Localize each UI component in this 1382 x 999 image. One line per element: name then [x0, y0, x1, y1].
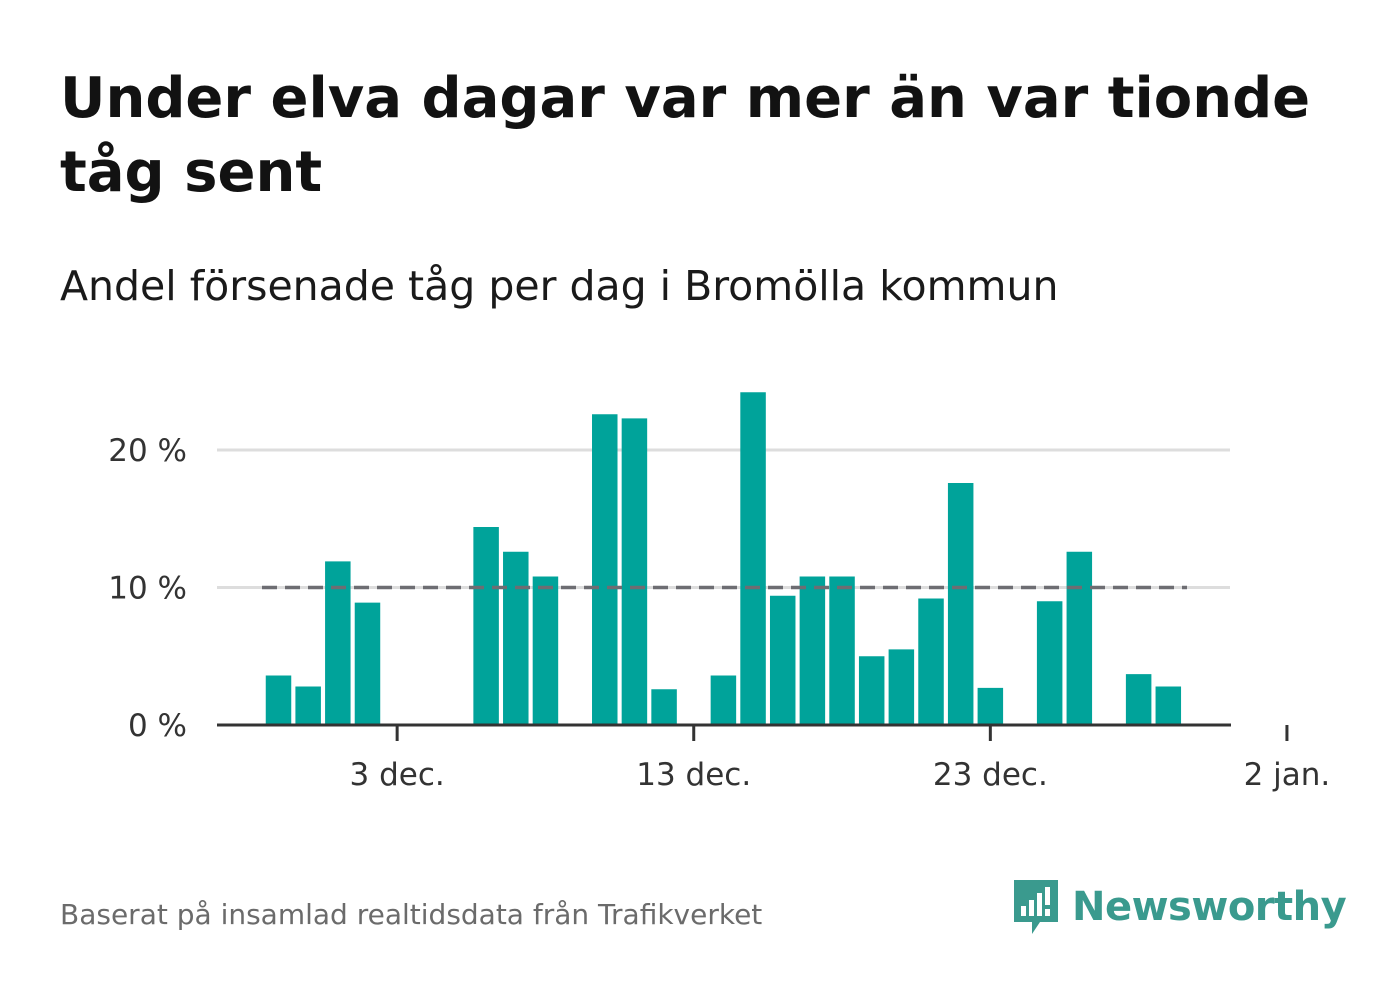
x-tick-label: 23 dec. [933, 757, 1048, 793]
x-tick-label: 3 dec. [350, 757, 445, 793]
bar [532, 576, 559, 725]
bar [918, 598, 944, 725]
bar [710, 675, 737, 725]
bar [1036, 601, 1063, 725]
bar [265, 675, 292, 725]
bar [1125, 674, 1152, 726]
bar [651, 689, 677, 725]
chart-title: Under elva dagar var mer än var tionde t… [60, 66, 1311, 205]
y-tick-label: 10 % [108, 571, 187, 607]
bar [858, 656, 885, 725]
bar [1066, 551, 1093, 725]
bar [829, 576, 855, 725]
bar [295, 686, 321, 725]
bars [265, 392, 1182, 726]
source-note: Baserat på insamlad realtidsdata från Tr… [60, 898, 763, 931]
bar [977, 687, 1004, 726]
axes: 0 % 10 % 20 % 3 dec. 13 dec. 23 dec. 2 jan. [108, 433, 1330, 793]
newsworthy-logo: Newsworthy [1010, 876, 1347, 938]
x-tick-label: 13 dec. [636, 757, 751, 793]
newsworthy-logo-text: Newsworthy [1072, 884, 1347, 930]
y-tick-label: 20 % [108, 433, 187, 469]
x-tick-label: 2 jan. [1244, 757, 1331, 793]
bar [621, 418, 648, 726]
bar [947, 483, 974, 725]
bar [799, 576, 826, 725]
bar [503, 551, 529, 725]
bar [354, 602, 381, 726]
y-tick-label: 0 % [128, 708, 187, 744]
bar [769, 595, 796, 725]
bar [740, 392, 766, 725]
bar [473, 527, 499, 725]
bar [888, 649, 915, 726]
bar-chart: 0 % 10 % 20 % 3 dec. 13 dec. 23 dec. 2 jan. [108, 392, 1330, 793]
bar [1155, 686, 1182, 725]
bar [592, 414, 618, 725]
newsworthy-logo-icon [1014, 880, 1058, 934]
chart-subtitle: Andel försenade tåg per dag i Bromölla k… [60, 262, 1059, 310]
